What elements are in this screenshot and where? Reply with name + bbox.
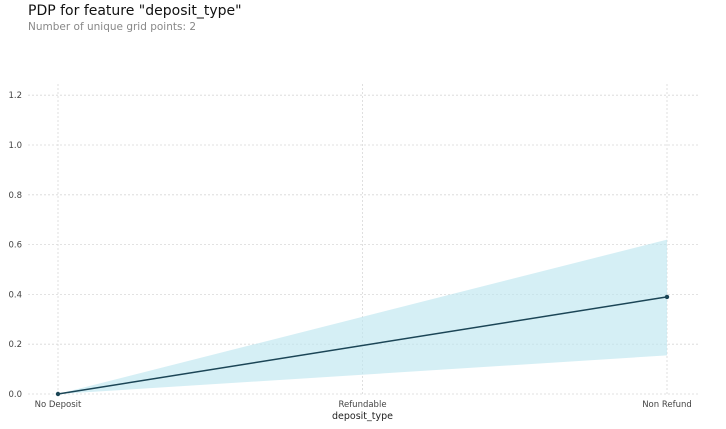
y-tick-label: 1.2 [8,91,22,101]
chart-subtitle: Number of unique grid points: 2 [28,21,197,33]
confidence-band [58,239,667,394]
x-axis-label: deposit_type [332,411,393,422]
y-tick-label: 0.6 [8,241,22,251]
chart-title: PDP for feature "deposit_type" [28,3,242,19]
x-tick-label: Non Refund [642,400,692,410]
y-tick-label: 1.0 [8,141,22,151]
y-tick-label: 0.0 [8,390,22,400]
x-tick-label: No Deposit [35,400,82,410]
y-tick-label: 0.4 [8,290,22,300]
x-tick-label: Refundable [338,400,386,410]
y-tick-label: 0.2 [8,340,22,350]
data-point [664,294,670,300]
data-point [55,391,61,397]
pdp-line [57,296,668,395]
y-tick-label: 0.8 [8,191,22,201]
